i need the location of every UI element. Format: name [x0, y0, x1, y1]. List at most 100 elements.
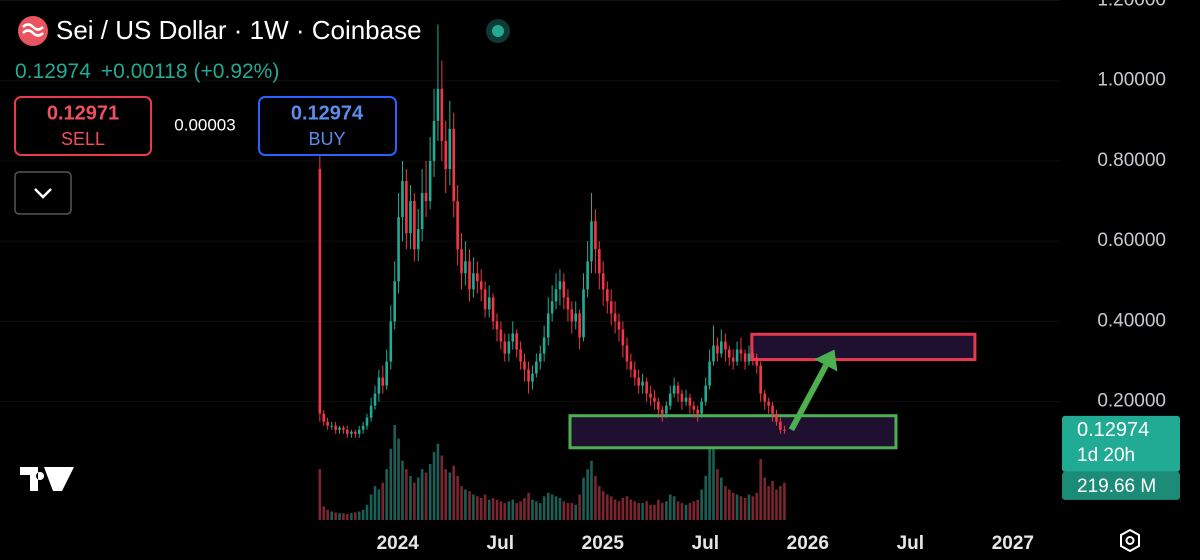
candle-body — [401, 181, 404, 218]
volume-bar — [373, 486, 377, 520]
status-dot — [492, 25, 504, 37]
candle-body — [637, 377, 640, 386]
volume-bar — [440, 455, 444, 520]
volume-bar — [676, 501, 680, 520]
volume-bar — [495, 499, 499, 520]
candle-body — [456, 201, 459, 250]
sell-button[interactable] — [14, 96, 152, 156]
volume-bar — [389, 448, 393, 520]
x-tick-label: 2024 — [377, 533, 420, 554]
candle-body — [665, 405, 668, 414]
candle-body — [601, 273, 605, 290]
volume-bar — [503, 503, 507, 520]
candle-body — [507, 341, 511, 354]
candle-body — [393, 281, 396, 322]
volume-bar — [546, 492, 550, 520]
candle-body — [523, 361, 526, 370]
volume-bar — [771, 480, 774, 520]
volume-bar — [401, 460, 404, 520]
candle-body — [680, 393, 684, 402]
candle-body — [751, 353, 755, 358]
candle-body — [672, 385, 676, 394]
buy-button[interactable] — [258, 96, 397, 156]
volume-bar — [692, 501, 696, 520]
candle-body — [515, 333, 518, 350]
candle-body — [625, 345, 629, 362]
y-tick-label: 1.20000 — [1097, 0, 1166, 11]
candle-body — [727, 349, 731, 358]
candle-body — [452, 128, 456, 202]
volume-bar — [775, 489, 778, 520]
volume-bar — [629, 499, 633, 520]
candle-body — [676, 385, 680, 394]
volume-bar — [436, 443, 440, 520]
candle-body — [692, 405, 696, 410]
candle-body — [633, 369, 637, 378]
volume-bar — [724, 486, 727, 520]
price-tag-label: 0.12974 — [1077, 419, 1149, 441]
candle-body — [483, 289, 487, 310]
volume-bar — [578, 494, 581, 520]
volume-bar — [346, 514, 349, 520]
settings-icon[interactable] — [1120, 528, 1140, 553]
candle-body — [594, 221, 597, 250]
volume-bar — [550, 494, 554, 520]
candle-body — [346, 429, 349, 434]
arrow-shaft — [788, 363, 829, 432]
volume-bar — [767, 486, 770, 520]
volume-bar — [531, 499, 534, 520]
volume-bar — [590, 460, 593, 520]
candle-body — [350, 431, 353, 434]
candle-body — [531, 373, 534, 382]
volume-bar — [779, 486, 782, 520]
candle-body — [783, 429, 786, 431]
candle-body — [479, 281, 483, 290]
volume-bar — [491, 497, 495, 520]
candle-body — [629, 361, 633, 370]
volume-bar — [511, 499, 515, 520]
candle-body — [558, 281, 562, 290]
candle-body — [428, 160, 432, 202]
volume-bar — [381, 482, 385, 520]
candle-body — [436, 88, 440, 121]
candle-body — [605, 289, 609, 302]
volume-bar — [413, 482, 416, 520]
candle-body — [755, 357, 759, 366]
volume-bar — [660, 503, 664, 520]
volume-bar — [487, 499, 491, 520]
candle-body — [621, 329, 625, 346]
volume-bar — [476, 496, 479, 520]
candle-body — [546, 313, 550, 338]
candle-body — [397, 217, 400, 282]
candle-body — [357, 429, 361, 434]
volume-bar — [716, 469, 719, 520]
candle-body — [570, 309, 574, 322]
candle-body — [775, 413, 778, 422]
candle-body — [771, 405, 774, 414]
volume-bar — [582, 477, 585, 520]
volume-bar — [665, 501, 668, 520]
volume-bar — [519, 501, 522, 520]
volume-bar — [542, 496, 546, 520]
candle-body — [779, 421, 782, 430]
volume-bar — [783, 482, 786, 520]
volume-bar — [361, 509, 365, 520]
dropdown-button[interactable] — [14, 171, 72, 215]
x-tick-label: Jul — [487, 533, 514, 554]
volume-bar — [472, 494, 475, 520]
volume-bar — [739, 496, 743, 520]
volume-bar — [574, 504, 578, 520]
candle-body — [322, 413, 326, 422]
volume-bar — [452, 465, 456, 520]
plot-area — [0, 0, 1060, 520]
volume-tag — [1062, 471, 1180, 500]
zone — [568, 414, 898, 450]
volume-bar — [586, 469, 589, 520]
y-tick-label: 0.40000 — [1097, 310, 1166, 331]
countdown: 1d 20h — [1077, 445, 1135, 466]
volume-bar — [613, 499, 617, 520]
candle-body — [365, 417, 369, 426]
change: +0.00118 — [101, 60, 188, 83]
candle-body — [330, 425, 334, 427]
